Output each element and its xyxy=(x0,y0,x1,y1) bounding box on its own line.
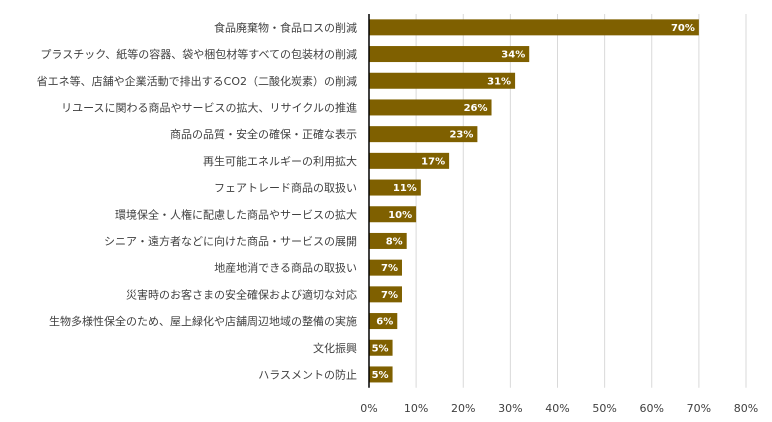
data-label: 5% xyxy=(372,370,389,381)
category-label: 文化振興 xyxy=(313,341,357,355)
category-label: フェアトレード商品の取扱い xyxy=(214,181,357,195)
x-tick-label: 40% xyxy=(545,402,569,415)
bar xyxy=(369,19,699,36)
data-label: 34% xyxy=(501,50,525,61)
bars: 70% 34% 31% 26% 23% 17% 11% 10% 8% 7% 7% 6% 5% 5% xyxy=(369,19,699,383)
data-label: 10% xyxy=(388,210,412,221)
data-label: 31% xyxy=(487,76,511,87)
x-tick-label: 30% xyxy=(498,402,522,415)
data-label: 26% xyxy=(464,103,488,114)
data-label: 6% xyxy=(376,317,393,328)
x-tick-label: 60% xyxy=(640,402,664,415)
data-label: 23% xyxy=(449,130,473,141)
x-tick-label: 20% xyxy=(451,402,475,415)
data-label: 11% xyxy=(393,183,417,194)
bar xyxy=(369,126,478,143)
category-label: シニア・遠方者などに向けた商品・サービスの展開 xyxy=(104,234,357,248)
bar xyxy=(369,72,516,89)
bar xyxy=(369,366,393,383)
category-label: 商品の品質・安全の確保・正確な表示 xyxy=(170,127,357,141)
bar xyxy=(369,313,398,330)
category-label: 省エネ等、店舗や企業活動で排出するCO2（二酸化炭素）の削減 xyxy=(37,74,357,88)
bar xyxy=(369,232,407,249)
x-tick-label: 70% xyxy=(687,402,711,415)
grid-lines xyxy=(415,14,747,388)
data-label: 7% xyxy=(381,290,398,301)
x-tick-label: 50% xyxy=(592,402,616,415)
data-label: 8% xyxy=(386,236,403,247)
bar xyxy=(369,46,530,63)
data-label: 70% xyxy=(671,23,695,34)
category-label: 地産地消できる商品の取扱い xyxy=(214,261,357,275)
x-tick-label: 10% xyxy=(404,402,428,415)
category-label: 災害時のお客さまの安全確保および適切な対応 xyxy=(126,287,357,301)
bar xyxy=(369,179,421,196)
bar xyxy=(369,286,402,303)
bar xyxy=(369,206,417,223)
x-tick-label: 0% xyxy=(360,402,377,415)
category-labels: 食品廃棄物・食品ロスの削減プラスチック、紙等の容器、袋や梱包材等すべての包装材の… xyxy=(37,20,357,381)
category-label: ハラスメントの防止 xyxy=(258,367,357,381)
data-label: 17% xyxy=(421,156,445,167)
data-label: 5% xyxy=(372,343,389,354)
x-axis-tick-labels: 0% 10% 20% 30% 40% 50% 60% 70% 80% xyxy=(360,402,758,415)
category-label: 食品廃棄物・食品ロスの削減 xyxy=(214,20,357,34)
bar xyxy=(369,99,492,116)
bar xyxy=(369,152,450,169)
category-label: リユースに関わる商品やサービスの拡大、リサイクルの推進 xyxy=(61,100,357,114)
x-tick-label: 80% xyxy=(734,402,758,415)
bar xyxy=(369,259,402,276)
data-label: 7% xyxy=(381,263,398,274)
category-label: プラスチック、紙等の容器、袋や梱包材等すべての包装材の削減 xyxy=(40,47,357,61)
category-label: 環境保全・人権に配慮した商品やサービスの拡大 xyxy=(115,207,357,221)
bar xyxy=(369,339,393,356)
category-label: 再生可能エネルギーの利用拡大 xyxy=(203,154,357,168)
category-label: 生物多様性保全のため、屋上緑化や店舗周辺地域の整備の実施 xyxy=(49,314,357,328)
